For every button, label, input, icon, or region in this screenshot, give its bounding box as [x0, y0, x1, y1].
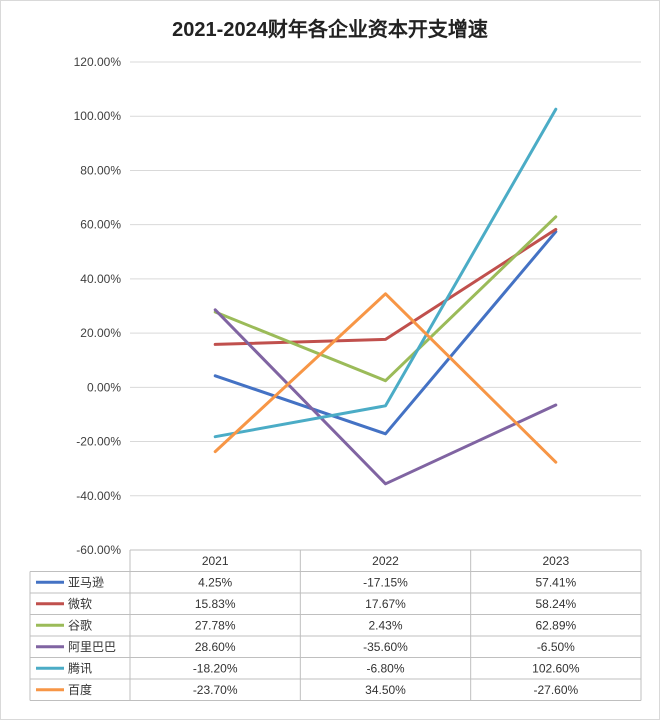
data-label: -23.70% — [193, 683, 238, 697]
series-line — [213, 230, 558, 436]
y-tick-label: 80.00% — [80, 163, 121, 177]
series-label: 谷歌 — [68, 617, 92, 632]
series-line — [213, 215, 558, 383]
y-tick-label: -60.00% — [76, 543, 121, 557]
data-label: -6.50% — [537, 640, 575, 654]
category-label: 2023 — [542, 554, 569, 568]
data-label: 57.41% — [535, 575, 576, 589]
y-tick-label: 0.00% — [87, 380, 121, 394]
series-line — [213, 308, 558, 486]
data-label: -35.60% — [363, 640, 408, 654]
y-tick-label: -20.00% — [76, 435, 121, 449]
data-label: 2.43% — [368, 618, 402, 632]
data-label: 58.24% — [535, 597, 576, 611]
data-label: 28.60% — [195, 640, 236, 654]
data-label: -18.20% — [193, 661, 238, 675]
y-tick-label: 60.00% — [80, 218, 121, 232]
series-label: 亚马逊 — [68, 575, 104, 589]
data-label: 102.60% — [532, 661, 580, 675]
series-label: 微软 — [68, 597, 92, 611]
data-label: -6.80% — [366, 661, 404, 675]
y-tick-label: 120.00% — [74, 55, 122, 69]
y-tick-label: -40.00% — [76, 489, 121, 503]
series-label: 腾讯 — [68, 660, 92, 675]
category-label: 2021 — [202, 554, 229, 568]
series-line — [213, 292, 558, 464]
data-label: -17.15% — [363, 575, 408, 589]
series-label: 百度 — [68, 682, 92, 697]
data-label: 34.50% — [365, 683, 406, 697]
series-line — [213, 227, 558, 346]
data-label: 27.78% — [195, 618, 236, 632]
data-label: 4.25% — [198, 575, 232, 589]
series-line — [213, 107, 558, 439]
chart-title: 2021-2024财年各企业资本开支增速 — [172, 19, 488, 41]
y-tick-label: 20.00% — [80, 326, 121, 340]
y-tick-label: 100.00% — [74, 109, 122, 123]
y-tick-label: 40.00% — [80, 272, 121, 286]
data-label: 17.67% — [365, 597, 406, 611]
series-label: 阿里巴巴 — [68, 640, 116, 654]
category-label: 2022 — [372, 554, 399, 568]
data-label: 15.83% — [195, 597, 236, 611]
data-label: -27.60% — [533, 683, 578, 697]
data-label: 62.89% — [535, 618, 576, 632]
